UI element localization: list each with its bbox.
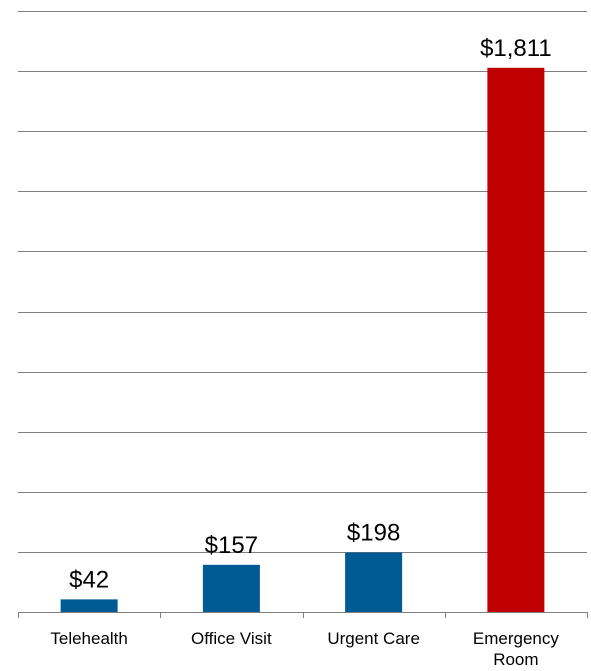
bar [60, 599, 118, 612]
bar [202, 564, 260, 612]
bar [345, 552, 403, 612]
gridlines [18, 11, 587, 553]
x-tick-label: Office Visit [191, 629, 272, 648]
bars [60, 67, 545, 613]
data-label: $1,811 [480, 35, 552, 62]
data-label: $157 [205, 532, 258, 559]
x-tick-label: Urgent Care [327, 629, 420, 648]
x-tick-label: Telehealth [50, 629, 128, 648]
bar [487, 67, 545, 613]
data-label: $42 [69, 566, 109, 593]
labels: $42 Telehealth $157 Office Visit $198 Urgent … [50, 35, 559, 669]
x-axis [18, 612, 588, 618]
x-tick-label: Emergency Room [473, 629, 559, 669]
data-label: $198 [347, 520, 400, 547]
